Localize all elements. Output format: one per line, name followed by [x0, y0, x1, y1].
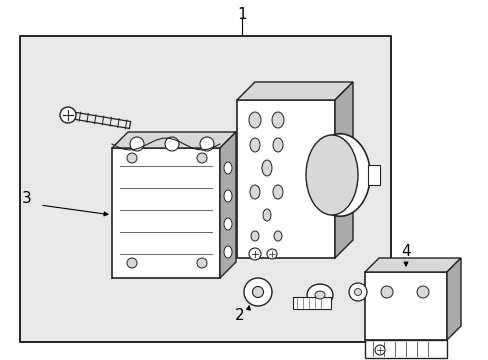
Ellipse shape — [354, 288, 361, 296]
Polygon shape — [309, 134, 369, 216]
Ellipse shape — [305, 135, 357, 215]
Circle shape — [164, 137, 179, 151]
Circle shape — [416, 286, 428, 298]
Bar — [292, 297, 330, 309]
Ellipse shape — [314, 291, 325, 299]
Ellipse shape — [224, 162, 231, 174]
Text: 2: 2 — [235, 309, 244, 324]
Polygon shape — [220, 132, 236, 278]
Ellipse shape — [249, 138, 260, 152]
Circle shape — [130, 137, 143, 151]
Bar — [237, 100, 334, 258]
Ellipse shape — [224, 246, 231, 258]
Bar — [367, 165, 379, 185]
Ellipse shape — [272, 138, 283, 152]
Polygon shape — [364, 258, 460, 272]
Circle shape — [197, 153, 206, 163]
Bar — [112, 148, 220, 278]
Text: 3: 3 — [22, 190, 32, 206]
Ellipse shape — [248, 112, 261, 128]
Circle shape — [248, 248, 261, 260]
Polygon shape — [364, 340, 446, 358]
Circle shape — [60, 107, 76, 123]
Polygon shape — [334, 82, 352, 258]
Ellipse shape — [306, 284, 332, 306]
Ellipse shape — [252, 287, 263, 297]
Polygon shape — [112, 132, 236, 148]
Polygon shape — [237, 82, 352, 100]
Circle shape — [266, 249, 276, 259]
Circle shape — [127, 258, 137, 268]
Ellipse shape — [263, 209, 270, 221]
Circle shape — [200, 137, 214, 151]
Ellipse shape — [262, 160, 271, 176]
Circle shape — [374, 345, 384, 355]
Ellipse shape — [272, 185, 283, 199]
Bar — [20, 36, 390, 342]
Circle shape — [197, 258, 206, 268]
Ellipse shape — [249, 185, 260, 199]
Ellipse shape — [224, 218, 231, 230]
Bar — [364, 272, 446, 340]
Ellipse shape — [271, 112, 284, 128]
Text: 4: 4 — [400, 244, 410, 260]
Ellipse shape — [224, 190, 231, 202]
Ellipse shape — [273, 231, 282, 241]
Ellipse shape — [244, 278, 271, 306]
Text: 1: 1 — [237, 6, 246, 22]
Circle shape — [127, 153, 137, 163]
Ellipse shape — [348, 283, 366, 301]
Ellipse shape — [250, 231, 259, 241]
Polygon shape — [446, 258, 460, 340]
Circle shape — [380, 286, 392, 298]
